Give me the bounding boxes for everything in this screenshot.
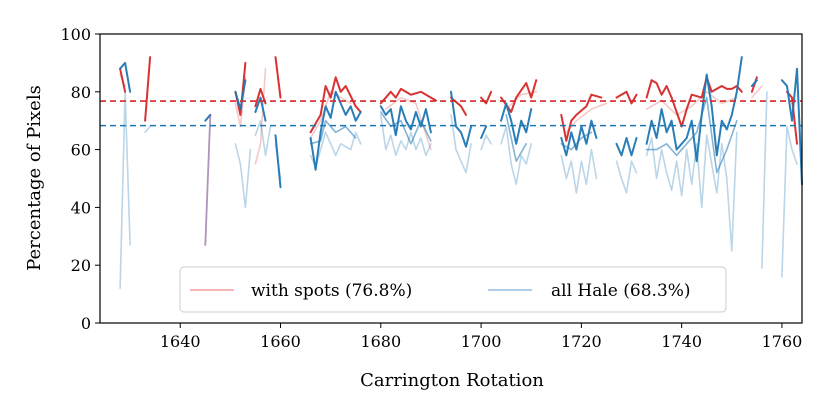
series-line-all-hale-mid-2: [505, 114, 528, 162]
series-line-all-hale-8: [480, 125, 488, 139]
series-line-all-hale-11: [615, 137, 638, 157]
series-line-all-hale-faint-2: [234, 143, 252, 209]
series-line-with-spots-1: [144, 56, 152, 122]
legend: with spots (76.8%) all Hale (68.3%): [179, 266, 727, 313]
legend-box: [179, 266, 727, 313]
series-line-all-hale-10: [560, 119, 598, 157]
y-tick-label-40: 40: [71, 198, 91, 217]
y-tick-label-20: 20: [71, 256, 91, 275]
reference-lines: [100, 100, 802, 127]
x-tick-label-1640: 1640: [160, 332, 201, 351]
series-line-with-spots-12: [645, 76, 743, 128]
series-line-all-hale-mid-4: [645, 96, 738, 174]
y-axis-title: Percentage of Pixels: [24, 85, 45, 271]
series-line-with-spots-6: [379, 87, 437, 105]
series-line-all-hale-9: [500, 102, 533, 145]
series-line-all-hale-7: [450, 90, 473, 148]
series-line-all-hale-faint-8: [480, 134, 492, 151]
series-line-with-spots-faint-8: [751, 85, 763, 99]
series-line-all-hale-faint-9: [500, 125, 533, 186]
series-line-with-spots-0: [119, 67, 127, 93]
series-line-overlap-0: [204, 114, 212, 246]
series-layer: [119, 56, 803, 290]
y-tick-label-80: 80: [71, 83, 91, 102]
series-line-all-hale-faint-5: [309, 131, 362, 168]
series-line-with-spots-faint-5: [505, 91, 538, 110]
legend-label-all-hale: all Hale (68.3%): [551, 281, 691, 301]
series-line-all-hale-2: [234, 79, 247, 111]
series-line-all-hale-faint-1: [144, 125, 151, 134]
series-line-all-hale-faint-3: [254, 119, 272, 157]
series-line-with-spots-faint-3: [309, 91, 352, 139]
series-line-all-hale-faint-13: [761, 91, 768, 269]
x-tick-label-1720: 1720: [561, 332, 602, 351]
series-line-with-spots-faint-6: [565, 102, 608, 134]
series-line-with-spots-4: [274, 56, 282, 99]
series-line-all-hale-5: [309, 90, 362, 171]
series-line-all-hale-faint-12: [645, 131, 738, 252]
plot-frame: [99, 33, 803, 324]
y-tick-label-100: 100: [60, 25, 91, 44]
series-line-all-hale-6: [379, 105, 432, 137]
series-line-all-hale-mid-1: [379, 111, 432, 145]
series-line-all-hale-faint-6: [379, 114, 432, 157]
x-tick-label-1680: 1680: [360, 332, 401, 351]
x-tick-label-1700: 1700: [461, 332, 502, 351]
series-line-all-hale-faint-4: [274, 143, 282, 180]
series-line-all-hale-14: [780, 67, 803, 186]
series-line-with-spots-10: [560, 93, 603, 142]
axes: 1640 1660 1680 1700 1720 1740 1760 0 20 40 60 80 100: [60, 25, 802, 351]
series-line-with-spots-3: [254, 87, 267, 108]
series-line-all-hale-13: [750, 79, 758, 87]
series-line-all-hale-faint-14: [781, 125, 798, 278]
series-line-all-hale-faint-0: [119, 91, 131, 290]
series-line-all-hale-12: [645, 56, 743, 163]
series-line-all-hale-mid-3: [560, 131, 593, 151]
series-line-all-hale-mid-0: [309, 119, 357, 145]
series-line-with-spots-faint-0: [119, 73, 126, 87]
x-axis-title: Carrington Rotation: [360, 370, 544, 391]
x-tick-label-1760: 1760: [762, 332, 803, 351]
series-line-with-spots-11: [615, 90, 638, 105]
series-line-with-spots-faint-2: [254, 67, 267, 165]
series-line-all-hale-4: [274, 134, 282, 189]
series-line-with-spots-8: [480, 90, 493, 105]
x-tick-label-1740: 1740: [661, 332, 702, 351]
series-line-all-hale-faint-11: [615, 160, 638, 194]
x-tick-label-1660: 1660: [260, 332, 301, 351]
series-line-all-hale-3: [254, 96, 267, 122]
series-line-with-spots-5: [309, 76, 362, 134]
y-tick-label-60: 60: [71, 141, 91, 160]
legend-label-with-spots: with spots (76.8%): [251, 281, 412, 301]
series-line-all-hale-faint-10: [560, 148, 598, 194]
series-line-with-spots-9: [500, 79, 538, 113]
series-line-all-hale-0: [119, 61, 132, 93]
series-line-all-hale-faint-7: [450, 114, 472, 174]
y-tick-label-0: 0: [81, 314, 91, 333]
